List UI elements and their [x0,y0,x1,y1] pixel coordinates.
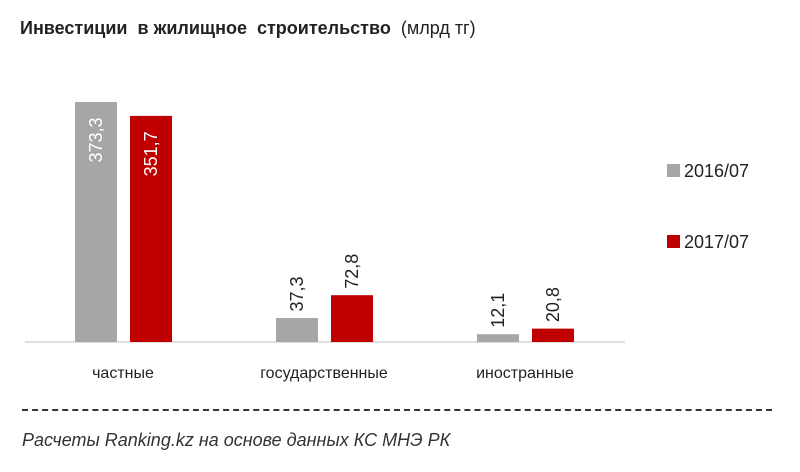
category-label: частные [92,365,154,382]
data-label: 12,1 [488,293,508,328]
bar-2017-07-1 [331,295,373,342]
category-label: иностранные [476,365,574,382]
bar-2016-07-1 [276,318,318,342]
legend-swatch [667,235,680,248]
title-main: Инвестиции в жилищное строительство [20,18,391,38]
data-label: 37,3 [287,276,307,311]
chart-title: Инвестиции в жилищное строительство (млр… [20,18,476,39]
data-label: 351,7 [141,131,161,176]
data-label: 72,8 [342,254,362,289]
bar-2016-07-2 [477,334,519,342]
bar-2017-07-2 [532,328,574,342]
legend-swatch [667,164,680,177]
source-note: Расчеты Ranking.kz на основе данных КС М… [22,430,451,450]
legend-label: 2017/07 [684,232,749,252]
bar-2016-07-0 [75,102,117,342]
data-label: 373,3 [86,117,106,162]
bar-2017-07-0 [130,115,172,342]
divider [22,409,772,411]
legend-label: 2016/07 [684,161,749,181]
category-label: государственные [260,365,388,382]
data-label: 20,8 [543,287,563,322]
title-units: (млрд тг) [400,18,476,38]
